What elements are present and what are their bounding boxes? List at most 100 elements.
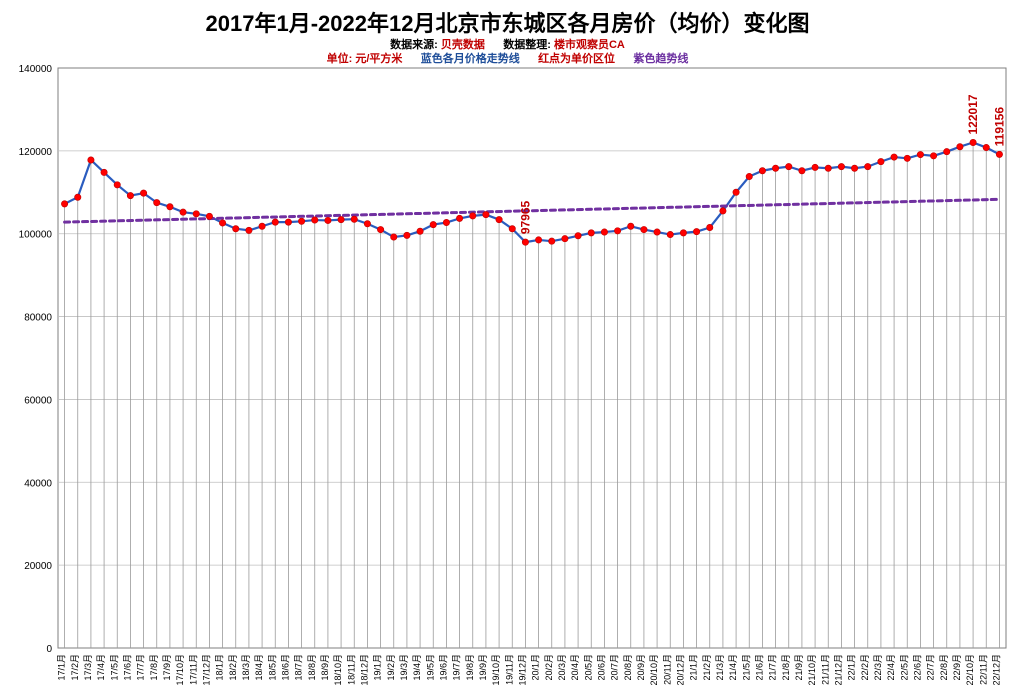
price-marker xyxy=(456,215,462,221)
x-tick-label: 20/5月 xyxy=(583,654,593,681)
price-marker xyxy=(865,163,871,169)
price-marker xyxy=(535,237,541,243)
x-tick-label: 18/3月 xyxy=(241,654,251,681)
price-marker xyxy=(917,151,923,157)
x-tick-label: 22/4月 xyxy=(886,654,896,681)
x-tick-label: 19/1月 xyxy=(373,654,383,681)
price-marker xyxy=(404,232,410,238)
x-tick-label: 18/8月 xyxy=(307,654,317,681)
x-tick-label: 17/5月 xyxy=(109,654,119,681)
price-marker xyxy=(75,194,81,200)
x-tick-label: 21/9月 xyxy=(794,654,804,681)
price-marker xyxy=(693,228,699,234)
x-tick-label: 19/12月 xyxy=(517,654,527,686)
x-tick-label: 19/6月 xyxy=(438,654,448,681)
x-tick-label: 18/2月 xyxy=(228,654,238,681)
x-tick-label: 22/5月 xyxy=(899,654,909,681)
x-tick-label: 22/1月 xyxy=(847,654,857,681)
y-tick-label: 0 xyxy=(46,644,52,655)
price-marker xyxy=(562,235,568,241)
x-tick-label: 20/8月 xyxy=(623,654,633,681)
x-tick-label: 18/6月 xyxy=(280,654,290,681)
price-marker xyxy=(575,233,581,239)
x-tick-label: 20/3月 xyxy=(557,654,567,681)
y-tick-label: 80000 xyxy=(24,313,52,324)
x-tick-label: 22/11月 xyxy=(978,654,988,685)
price-marker xyxy=(470,213,476,219)
price-marker xyxy=(772,165,778,171)
price-marker xyxy=(61,201,67,207)
x-tick-label: 19/9月 xyxy=(478,654,488,681)
x-tick-label: 21/10月 xyxy=(807,654,817,686)
plot-area xyxy=(58,68,1006,648)
price-marker xyxy=(246,227,252,233)
x-tick-label: 19/4月 xyxy=(412,654,422,681)
price-marker xyxy=(114,182,120,188)
y-tick-label: 40000 xyxy=(24,478,52,489)
price-marker xyxy=(219,220,225,226)
price-marker xyxy=(338,216,344,222)
x-tick-label: 21/4月 xyxy=(728,654,738,681)
price-marker xyxy=(298,218,304,224)
x-tick-label: 19/2月 xyxy=(386,654,396,681)
value-callout: 97965 xyxy=(518,200,532,234)
price-marker xyxy=(377,226,383,232)
price-marker xyxy=(522,239,528,245)
x-tick-label: 19/10月 xyxy=(491,654,501,686)
price-marker xyxy=(878,158,884,164)
price-marker xyxy=(707,224,713,230)
y-tick-label: 20000 xyxy=(24,561,52,572)
price-marker xyxy=(167,204,173,210)
y-tick-label: 100000 xyxy=(19,230,53,241)
x-tick-label: 20/6月 xyxy=(596,654,606,681)
x-tick-label: 17/3月 xyxy=(83,654,93,681)
x-tick-label: 18/7月 xyxy=(294,654,304,681)
y-tick-label: 60000 xyxy=(24,395,52,406)
value-callout: 122017 xyxy=(966,94,980,134)
x-tick-label: 20/11月 xyxy=(662,654,672,685)
x-tick-label: 19/3月 xyxy=(399,654,409,681)
x-tick-label: 17/2月 xyxy=(70,654,80,681)
x-tick-label: 21/5月 xyxy=(741,654,751,681)
x-tick-label: 17/10月 xyxy=(175,654,185,686)
price-marker xyxy=(272,219,278,225)
price-marker xyxy=(614,228,620,234)
x-tick-label: 22/10月 xyxy=(965,654,975,686)
price-marker xyxy=(812,164,818,170)
price-marker xyxy=(351,216,357,222)
value-callout: 119156 xyxy=(992,107,1006,147)
price-marker xyxy=(996,151,1002,157)
price-marker xyxy=(667,231,673,237)
price-marker xyxy=(88,157,94,163)
x-tick-label: 17/11月 xyxy=(188,654,198,685)
price-marker xyxy=(127,192,133,198)
x-tick-label: 20/12月 xyxy=(675,654,685,686)
price-marker xyxy=(680,230,686,236)
x-tick-label: 18/9月 xyxy=(320,654,330,681)
price-marker xyxy=(154,199,160,205)
x-tick-label: 22/3月 xyxy=(873,654,883,681)
x-tick-label: 17/7月 xyxy=(136,654,146,681)
price-marker xyxy=(259,223,265,229)
price-marker xyxy=(391,234,397,240)
chart-svg: 0200004000060000800001000001200001400001… xyxy=(0,0,1015,700)
price-marker xyxy=(601,229,607,235)
price-marker xyxy=(759,168,765,174)
x-tick-label: 19/5月 xyxy=(425,654,435,681)
x-tick-label: 18/5月 xyxy=(267,654,277,681)
price-marker xyxy=(891,154,897,160)
price-marker xyxy=(549,238,555,244)
x-tick-label: 21/6月 xyxy=(754,654,764,681)
x-tick-label: 20/4月 xyxy=(570,654,580,681)
x-tick-label: 21/12月 xyxy=(833,654,843,686)
price-marker xyxy=(180,209,186,215)
price-marker xyxy=(325,217,331,223)
x-tick-label: 18/4月 xyxy=(254,654,264,681)
x-tick-label: 21/2月 xyxy=(702,654,712,681)
x-tick-label: 18/11月 xyxy=(346,654,356,685)
price-marker xyxy=(496,216,502,222)
price-marker xyxy=(285,219,291,225)
price-marker xyxy=(654,229,660,235)
price-marker xyxy=(101,169,107,175)
x-tick-label: 20/9月 xyxy=(636,654,646,681)
